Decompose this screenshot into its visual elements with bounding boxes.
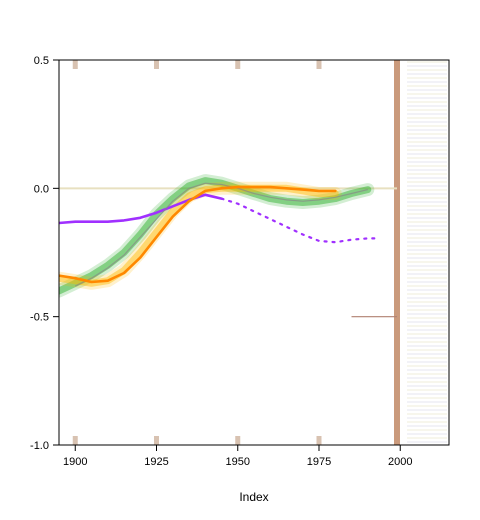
background-decorations — [59, 60, 447, 445]
top-tick-smudge — [316, 60, 322, 69]
vertical-band — [394, 60, 400, 445]
series-0-band — [59, 174, 375, 298]
series-layer — [59, 174, 379, 298]
y-tick-label: 0.5 — [34, 55, 49, 67]
y-tick-label: -1.0 — [30, 440, 49, 452]
top-tick-smudge — [72, 60, 78, 69]
series-0-band-core — [59, 177, 372, 295]
series-5-line — [59, 185, 337, 284]
top-tick-smudge — [235, 60, 241, 69]
series-3-line — [220, 197, 379, 244]
y-tick-label: -0.5 — [30, 312, 49, 324]
bottom-tick-smudge — [72, 436, 78, 445]
y-tick-label: 0.0 — [34, 183, 49, 195]
bottom-tick-smudge — [316, 436, 322, 445]
x-tick-label: 1925 — [144, 456, 168, 468]
top-tick-smudge — [154, 60, 159, 69]
x-axis-title: Index — [239, 490, 268, 504]
x-tick-label: 1950 — [226, 456, 250, 468]
plot-frame — [58, 59, 450, 446]
series-4-line — [75, 182, 368, 287]
bottom-tick-smudge — [235, 436, 241, 445]
x-tick-label: 1975 — [307, 456, 331, 468]
x-tick-label: 2000 — [388, 456, 412, 468]
axes: 1900 1925 1950 1975 2000 -1.0 -0.5 0.0 0.5 — [30, 55, 412, 468]
x-tick-label: 1900 — [63, 456, 87, 468]
bottom-tick-smudge — [154, 436, 159, 445]
striped-region — [407, 61, 447, 444]
